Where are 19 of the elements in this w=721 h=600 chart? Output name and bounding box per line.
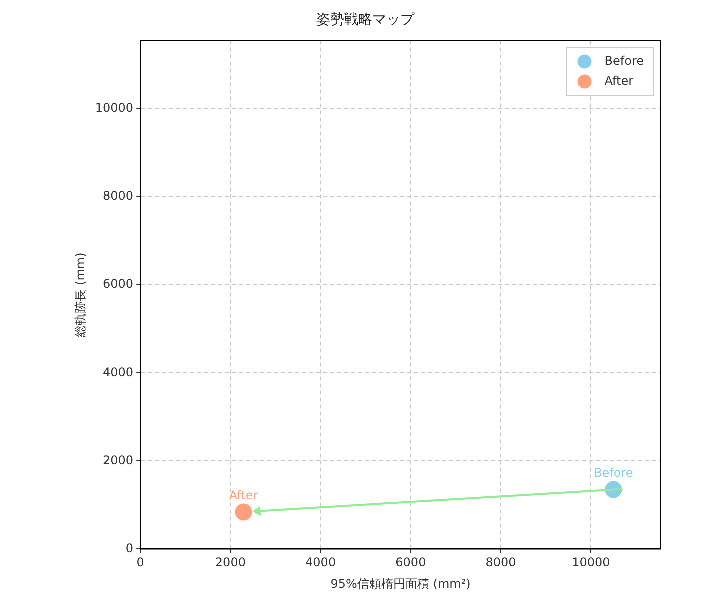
y-tick-label: 10000 <box>95 101 134 116</box>
y-tick-label: 4000 <box>103 365 134 380</box>
legend-label: Before <box>604 54 644 68</box>
x-tick-label: 4000 <box>306 556 336 570</box>
y-axis-title: 総軌跡長 (mm) <box>73 252 88 338</box>
y-tick-label: 2000 <box>103 453 134 468</box>
annotation: After <box>229 488 258 502</box>
x-tick-label: 2000 <box>215 556 246 570</box>
x-tick-label: 0 <box>136 556 144 570</box>
chart-title: 姿勢戦略マップ <box>316 12 416 28</box>
x-tick-label: 10000 <box>572 556 610 570</box>
annotation: Before <box>594 466 634 480</box>
y-tick-label: 0 <box>126 541 134 556</box>
y-tick-label: 6000 <box>103 277 134 292</box>
legend-label: After <box>604 74 634 88</box>
x-tick-label: 8000 <box>486 556 516 570</box>
y-tick-label: 8000 <box>103 189 134 204</box>
x-axis-title: 95%信頼楕円面積 (mm²) <box>330 576 471 591</box>
x-tick-label: 6000 <box>396 556 426 570</box>
